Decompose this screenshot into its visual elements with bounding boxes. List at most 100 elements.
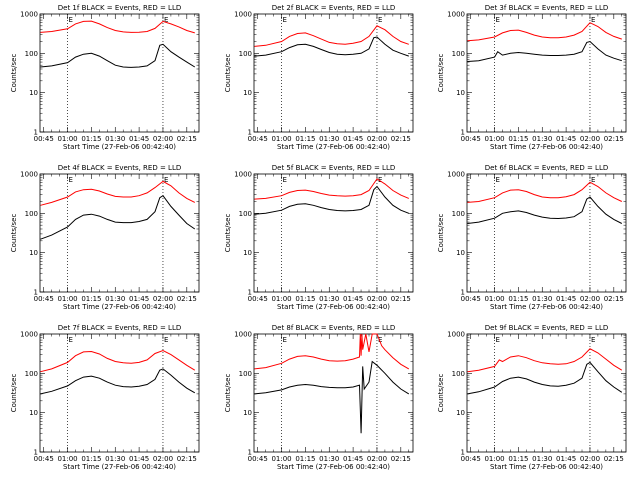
x-axis-label: Start Time (27-Feb-06 00:42:40) bbox=[277, 303, 390, 311]
x-tick-label: 01:45 bbox=[343, 455, 363, 463]
y-tick-label: 10 bbox=[456, 409, 465, 417]
y-axis-label: Counts/sec bbox=[224, 54, 232, 93]
x-tick-label: 00:45 bbox=[34, 295, 54, 303]
x-tick-label: 01:00 bbox=[484, 455, 504, 463]
x-tick-label: 00:45 bbox=[248, 135, 268, 143]
detector-panel: Det 6f BLACK = Events, RED = LLD 1 10 100 10… bbox=[437, 164, 627, 311]
series-line-events bbox=[254, 360, 410, 434]
x-tick-label: 00:45 bbox=[461, 135, 481, 143]
panel-title: Det 7f BLACK = Events, RED = LLD bbox=[58, 324, 181, 332]
y-tick-label: 100 bbox=[452, 370, 465, 378]
series-line-lld bbox=[467, 348, 623, 373]
y-axis-label: Counts/sec bbox=[224, 374, 232, 413]
y-axis-label: Counts/sec bbox=[10, 214, 18, 253]
series-line-events bbox=[467, 40, 622, 62]
marker-letter: E bbox=[378, 176, 382, 184]
panel-title: Det 1f BLACK = Events, RED = LLD bbox=[58, 4, 181, 12]
x-tick-label: 01:15 bbox=[508, 295, 528, 303]
y-tick-label: 1 bbox=[248, 449, 252, 457]
x-tick-label: 01:00 bbox=[271, 295, 291, 303]
x-tick-label: 01:45 bbox=[556, 295, 576, 303]
x-tick-label: 01:15 bbox=[295, 295, 315, 303]
x-axis-label: Start Time (27-Feb-06 00:42:40) bbox=[277, 143, 390, 151]
y-axis-label: Counts/sec bbox=[437, 54, 445, 93]
y-tick-label: 1000 bbox=[447, 331, 465, 339]
detector-panel: Det 2f BLACK = Events, RED = LLD 1 10 100 10… bbox=[224, 4, 414, 151]
x-tick-label: 00:45 bbox=[34, 135, 54, 143]
x-tick-label: 00:45 bbox=[34, 455, 54, 463]
x-tick-label: 01:45 bbox=[129, 455, 149, 463]
series-line-lld bbox=[40, 349, 196, 373]
marker-letter: E bbox=[164, 176, 168, 184]
x-tick-label: 02:00 bbox=[580, 135, 600, 143]
x-tick-label: 02:00 bbox=[580, 295, 600, 303]
plot-frame bbox=[466, 333, 627, 453]
x-tick-label: 02:00 bbox=[153, 135, 173, 143]
x-tick-label: 00:45 bbox=[248, 455, 268, 463]
y-tick-label: 1 bbox=[248, 129, 252, 137]
panel-title: Det 2f BLACK = Events, RED = LLD bbox=[272, 4, 395, 12]
series-line-lld bbox=[467, 181, 623, 203]
y-tick-label: 100 bbox=[25, 50, 38, 58]
x-axis-label: Start Time (27-Feb-06 00:42:40) bbox=[490, 303, 603, 311]
x-tick-label: 01:15 bbox=[81, 455, 101, 463]
series-line-lld bbox=[254, 333, 410, 370]
y-tick-label: 1 bbox=[34, 289, 38, 297]
detector-panel: Det 3f BLACK = Events, RED = LLD 1 10 100 10… bbox=[437, 4, 627, 151]
marker-letter: E bbox=[283, 16, 287, 24]
x-tick-label: 01:45 bbox=[343, 295, 363, 303]
x-tick-label: 01:45 bbox=[129, 295, 149, 303]
plot-frame bbox=[39, 173, 200, 293]
panel-title: Det 8f BLACK = Events, RED = LLD bbox=[272, 324, 395, 332]
marker-letter: E bbox=[378, 336, 382, 344]
x-tick-label: 01:00 bbox=[484, 135, 504, 143]
panel-title: Det 5f BLACK = Events, RED = LLD bbox=[272, 164, 395, 172]
panel-title: Det 6f BLACK = Events, RED = LLD bbox=[485, 164, 608, 172]
x-tick-label: 02:15 bbox=[391, 135, 411, 143]
x-tick-label: 02:15 bbox=[391, 455, 411, 463]
plot-frame bbox=[39, 333, 200, 453]
x-tick-label: 01:30 bbox=[532, 295, 552, 303]
detector-panel: Det 5f BLACK = Events, RED = LLD 1 10 100 10… bbox=[224, 164, 414, 311]
y-tick-label: 100 bbox=[239, 210, 252, 218]
marker-letter: E bbox=[591, 16, 595, 24]
series-line-events bbox=[40, 368, 196, 395]
y-tick-label: 100 bbox=[452, 210, 465, 218]
y-tick-label: 10 bbox=[243, 409, 252, 417]
series-line-events bbox=[40, 195, 196, 240]
y-axis-label: Counts/sec bbox=[224, 214, 232, 253]
series-line-lld bbox=[40, 180, 196, 206]
series-line-lld bbox=[254, 178, 409, 200]
x-tick-label: 01:30 bbox=[532, 455, 552, 463]
x-tick-label: 01:30 bbox=[319, 135, 339, 143]
x-axis-label: Start Time (27-Feb-06 00:42:40) bbox=[63, 143, 176, 151]
x-tick-label: 01:45 bbox=[556, 455, 576, 463]
plot-frame bbox=[466, 13, 627, 133]
marker-letter: E bbox=[164, 16, 168, 24]
panel-title: Det 9f BLACK = Events, RED = LLD bbox=[485, 324, 608, 332]
x-tick-label: 02:15 bbox=[391, 295, 411, 303]
x-tick-label: 02:00 bbox=[580, 455, 600, 463]
marker-letter: E bbox=[283, 176, 287, 184]
y-tick-label: 1000 bbox=[20, 11, 38, 19]
x-tick-label: 02:00 bbox=[367, 135, 387, 143]
x-tick-label: 01:15 bbox=[81, 295, 101, 303]
plot-frame bbox=[253, 333, 414, 453]
marker-letter: E bbox=[591, 336, 595, 344]
series-line-lld bbox=[467, 22, 622, 42]
x-tick-label: 02:15 bbox=[604, 295, 624, 303]
x-tick-label: 01:30 bbox=[105, 455, 125, 463]
x-tick-label: 01:15 bbox=[508, 135, 528, 143]
marker-letter: E bbox=[496, 176, 500, 184]
y-tick-label: 1 bbox=[461, 449, 465, 457]
y-tick-label: 1000 bbox=[20, 171, 38, 179]
x-tick-label: 02:00 bbox=[367, 455, 387, 463]
y-axis-label: Counts/sec bbox=[10, 54, 18, 93]
y-tick-label: 1000 bbox=[447, 11, 465, 19]
y-tick-label: 100 bbox=[452, 50, 465, 58]
y-tick-label: 10 bbox=[29, 249, 38, 257]
x-tick-label: 02:15 bbox=[177, 455, 197, 463]
y-axis-label: Counts/sec bbox=[10, 374, 18, 413]
y-tick-label: 100 bbox=[239, 370, 252, 378]
